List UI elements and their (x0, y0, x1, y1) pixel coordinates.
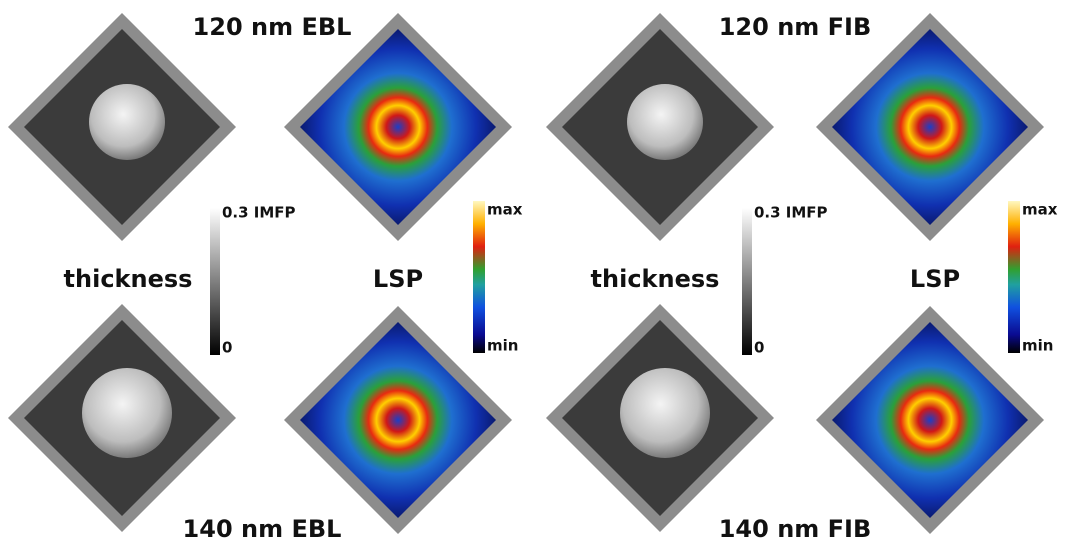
figure: 120 nm EBL 140 nm EBL thickness LSP 0.3 IMFP… (0, 0, 1068, 550)
colorbar-label: max (1022, 201, 1058, 219)
afm-disk (89, 84, 165, 160)
colorbar-label: min (1022, 337, 1053, 355)
panel-title: 140 nm FIB (719, 515, 872, 543)
thickness-colorbar (742, 208, 752, 355)
row-label: thickness (64, 265, 193, 293)
lsp-colorbar (473, 201, 485, 353)
thickness-colorbar (210, 208, 220, 355)
lsp-map (300, 322, 496, 518)
colorbar-label: min (487, 337, 518, 355)
panel-title: 140 nm EBL (183, 515, 342, 543)
afm-disk (627, 84, 703, 160)
lsp-map (832, 322, 1028, 518)
lsp-map (300, 29, 496, 225)
afm-disk (620, 368, 710, 458)
colorbar-label: 0 (222, 339, 232, 357)
colorbar-label: 0.3 IMFP (754, 204, 828, 222)
lsp-map (832, 29, 1028, 225)
row-label: LSP (910, 265, 960, 293)
panel-title: 120 nm FIB (719, 13, 872, 41)
colorbar-label: 0 (754, 339, 764, 357)
afm-disk (82, 368, 172, 458)
row-label: thickness (591, 265, 720, 293)
colorbar-label: 0.3 IMFP (222, 204, 296, 222)
colorbar-label: max (487, 201, 523, 219)
row-label: LSP (373, 265, 423, 293)
lsp-colorbar (1008, 201, 1020, 353)
panel-title: 120 nm EBL (193, 13, 352, 41)
